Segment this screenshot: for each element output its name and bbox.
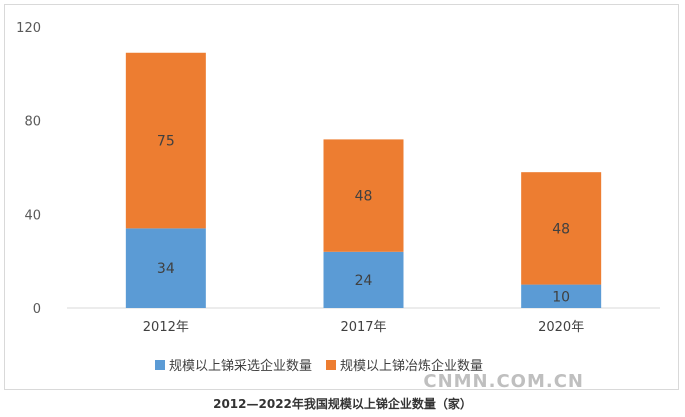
- bar-mining: [521, 284, 602, 308]
- legend-item-smelting: 规模以上锑冶炼企业数量: [326, 355, 483, 374]
- legend: 规模以上锑采选企业数量 规模以上锑冶炼企业数量: [155, 355, 497, 374]
- legend-swatch-mining: [155, 359, 165, 370]
- legend-swatch-smelting: [326, 359, 337, 370]
- bar-smelting: [521, 172, 602, 285]
- legend-label-smelting: 规模以上锑冶炼企业数量: [340, 359, 484, 374]
- data-label-smelting: 48: [552, 221, 570, 237]
- data-label-mining: 10: [552, 289, 570, 305]
- data-label-mining: 34: [157, 261, 175, 277]
- chart-caption: 2012—2022年我国规模以上锑企业数量（家）: [213, 397, 472, 411]
- y-tick-label: 120: [16, 21, 41, 36]
- x-tick-label: 2012年: [143, 320, 189, 335]
- bar-smelting: [125, 52, 206, 229]
- data-label-smelting: 48: [355, 189, 373, 205]
- data-label-mining: 24: [355, 273, 373, 289]
- data-label-smelting: 75: [157, 134, 175, 150]
- bar-smelting: [323, 139, 404, 252]
- legend-item-mining: 规模以上锑采选企业数量: [155, 355, 312, 374]
- x-tick-label: 2017年: [340, 320, 386, 335]
- bar-mining: [323, 251, 404, 308]
- stacked-bar-chart: 0 40 80 120 34 75 2012年 24 48 2017年 10 48 2020年: [16, 21, 660, 335]
- legend-label-mining: 规模以上锑采选企业数量: [169, 359, 313, 374]
- y-tick-label: 80: [24, 115, 41, 130]
- watermark: CNMN.COM.CN: [423, 371, 584, 392]
- y-tick-label: 0: [33, 302, 41, 317]
- bar-mining: [125, 228, 206, 308]
- x-tick-label: 2020年: [538, 320, 584, 335]
- chart-frame: 0 40 80 120 34 75 2012年 24 48 2017年 10 48 2020年 规模以上…: [4, 4, 679, 392]
- y-tick-label: 40: [24, 208, 41, 223]
